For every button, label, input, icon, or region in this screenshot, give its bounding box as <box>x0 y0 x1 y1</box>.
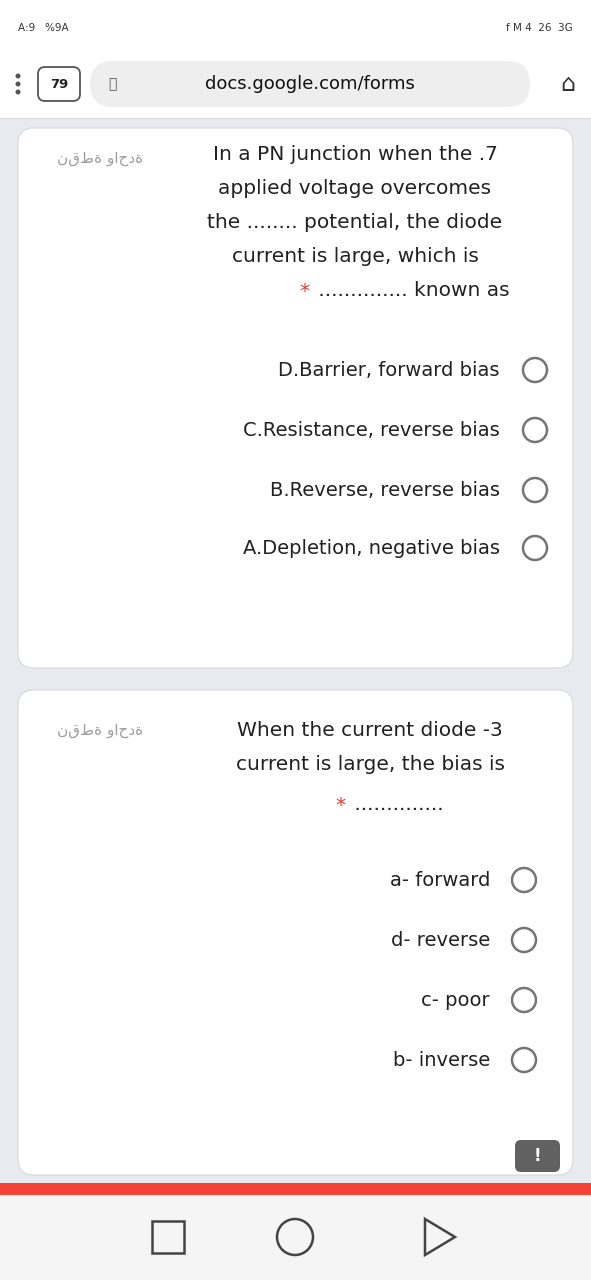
Text: docs.google.com/forms: docs.google.com/forms <box>205 76 415 93</box>
Bar <box>0 50 591 118</box>
Text: C.Resistance, reverse bias: C.Resistance, reverse bias <box>243 421 500 439</box>
Circle shape <box>15 90 21 95</box>
Text: d- reverse: d- reverse <box>391 931 490 950</box>
Text: current is large, which is: current is large, which is <box>232 247 479 266</box>
Text: ..............: .............. <box>348 795 444 814</box>
Text: A:9   %9A: A:9 %9A <box>18 23 69 33</box>
Text: In a PN junction when the .7: In a PN junction when the .7 <box>213 146 498 165</box>
Text: D.Barrier, forward bias: D.Barrier, forward bias <box>278 361 500 379</box>
Text: the ........ potential, the diode: the ........ potential, the diode <box>207 214 502 233</box>
Text: *: * <box>335 795 345 814</box>
Bar <box>0 1196 591 1280</box>
FancyBboxPatch shape <box>90 61 530 108</box>
Text: When the current diode -3: When the current diode -3 <box>237 721 503 740</box>
Text: B.Reverse, reverse bias: B.Reverse, reverse bias <box>270 480 500 499</box>
FancyBboxPatch shape <box>18 128 573 668</box>
Text: applied voltage overcomes: applied voltage overcomes <box>219 179 492 198</box>
Text: !: ! <box>533 1147 541 1165</box>
Text: 🔒: 🔒 <box>108 77 116 91</box>
Text: نقطة واحدة: نقطة واحدة <box>57 722 143 737</box>
Text: ⌂: ⌂ <box>560 72 576 96</box>
FancyBboxPatch shape <box>515 1140 560 1172</box>
Text: b- inverse: b- inverse <box>393 1051 490 1070</box>
Bar <box>152 1221 184 1253</box>
Bar <box>0 0 591 50</box>
Text: c- poor: c- poor <box>421 991 490 1010</box>
FancyBboxPatch shape <box>38 67 80 101</box>
Text: f M 4  26  3G: f M 4 26 3G <box>506 23 573 33</box>
Circle shape <box>15 73 21 78</box>
Text: a- forward: a- forward <box>389 870 490 890</box>
Text: 79: 79 <box>50 78 68 91</box>
Text: current is large, the bias is: current is large, the bias is <box>235 754 505 773</box>
Bar <box>0 1183 591 1196</box>
Circle shape <box>15 82 21 87</box>
Text: A.Depletion, negative bias: A.Depletion, negative bias <box>243 539 500 558</box>
Text: *: * <box>300 282 310 301</box>
Text: .............. known as: .............. known as <box>312 282 509 301</box>
Text: نقطة واحدة: نقطة واحدة <box>57 151 143 165</box>
FancyBboxPatch shape <box>18 690 573 1175</box>
